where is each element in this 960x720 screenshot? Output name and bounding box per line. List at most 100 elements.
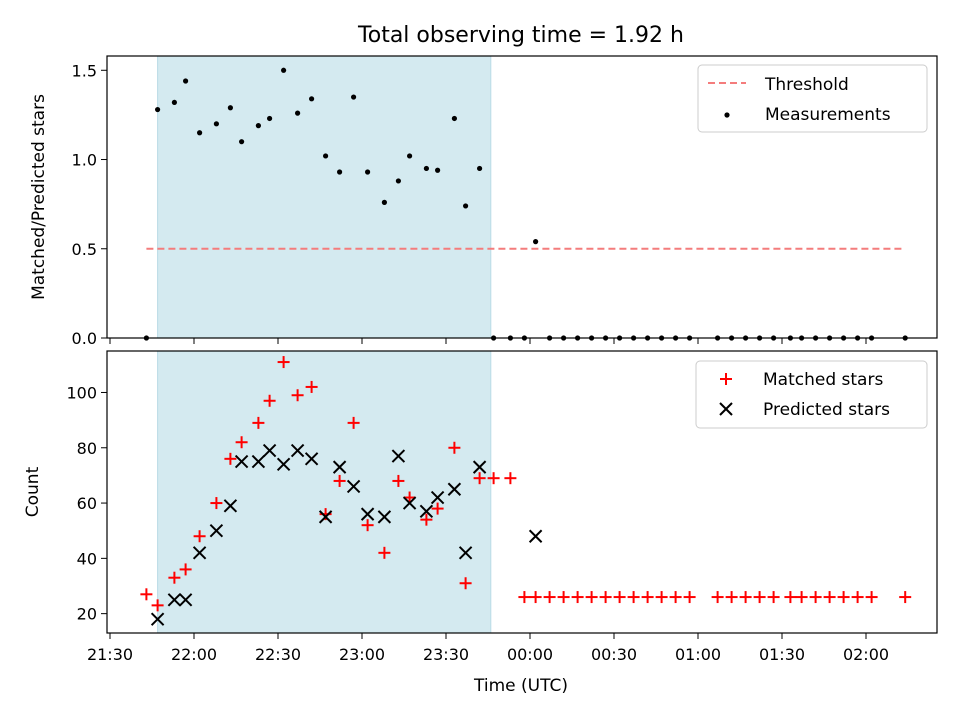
data-point [392, 474, 405, 487]
data-point [209, 523, 224, 538]
measurements-legend-label: Measurements [765, 105, 891, 125]
data-point [323, 153, 329, 159]
data-point [337, 169, 343, 175]
data-point [351, 94, 357, 100]
data-point [305, 380, 318, 393]
data-point [276, 457, 291, 472]
data-point-stroke [251, 454, 266, 469]
data-point [557, 591, 570, 604]
ratio-panel: 0.0 0.5 1.0 1.5 [72, 55, 938, 348]
axes-frame [106, 350, 938, 634]
data-point [753, 591, 766, 604]
data-point [472, 460, 487, 474]
data-point [251, 454, 266, 469]
top-legend: Threshold Measurements [697, 64, 928, 133]
y-tick-label: 1.0 [72, 151, 97, 170]
bottom-y-axis-label: Count [23, 466, 43, 517]
data-point-stroke [178, 593, 193, 607]
data-point [419, 504, 434, 519]
data-point-stroke [209, 523, 224, 538]
y-tick-label: 60 [77, 494, 97, 513]
data-point [655, 591, 668, 604]
data-point [641, 591, 654, 604]
data-point [234, 454, 249, 469]
data-point [683, 591, 696, 604]
data-point [391, 449, 406, 463]
data-point [431, 502, 444, 515]
data-point-stroke [332, 460, 347, 474]
data-point-stroke [472, 460, 487, 474]
x-tick-label: 00:00 [507, 645, 553, 664]
data-point-stroke [458, 546, 473, 560]
data-point [193, 530, 206, 543]
data-point [529, 591, 542, 604]
data-point [447, 482, 462, 496]
data-point-stroke [192, 546, 207, 560]
axes-frame [106, 55, 938, 339]
data-point [395, 178, 401, 184]
data-point [613, 591, 626, 604]
data-point [171, 99, 177, 106]
data-point [420, 513, 433, 526]
x-tick-label: 01:30 [759, 645, 805, 664]
data-point [458, 546, 473, 560]
data-point [255, 123, 261, 129]
x-tick-label: 02:00 [843, 645, 889, 664]
x-tick-label: 23:00 [339, 645, 385, 664]
data-point [767, 591, 780, 604]
data-point [795, 591, 808, 604]
matched-legend-swatch [720, 373, 732, 385]
data-point [168, 571, 181, 584]
data-point [823, 591, 836, 604]
data-point [784, 591, 797, 604]
data-point [571, 591, 584, 604]
shaded-interval [157, 350, 492, 634]
data-point-stroke [447, 482, 462, 496]
data-point [295, 110, 301, 116]
data-point-stroke [430, 490, 445, 505]
data-point [179, 563, 192, 576]
data-point-stroke [360, 507, 375, 521]
data-point [518, 591, 531, 604]
y-tick-label: 20 [77, 605, 97, 624]
data-point [669, 591, 682, 604]
series-matched-stars [140, 356, 912, 612]
bottom-legend: Matched stars Predicted stars [695, 360, 928, 429]
data-point [178, 593, 193, 607]
data-point [227, 105, 233, 111]
y-tick-label: 1.5 [72, 61, 97, 80]
data-point [140, 588, 153, 601]
data-point [473, 472, 486, 485]
data-point-stroke [318, 510, 333, 524]
y-tick-label: 80 [77, 439, 97, 458]
data-point-stroke [167, 593, 182, 607]
data-point [183, 78, 189, 84]
data-point [402, 496, 417, 510]
data-point [210, 497, 223, 510]
data-point [155, 106, 161, 113]
x-tick-label: 01:00 [675, 645, 721, 664]
data-point [309, 96, 315, 102]
data-point [407, 153, 413, 159]
data-point [725, 591, 738, 604]
data-point-stroke [150, 612, 165, 626]
data-point [318, 510, 333, 524]
measurements-legend-swatch [724, 112, 730, 118]
data-point-stroke [290, 443, 305, 458]
data-point [360, 507, 375, 521]
data-point [263, 394, 276, 407]
data-point [192, 546, 207, 560]
data-point [809, 591, 822, 604]
data-point [267, 115, 273, 122]
data-point [277, 356, 290, 369]
predicted-legend-label: Predicted stars [763, 400, 890, 420]
data-point-stroke [377, 510, 392, 524]
data-point [262, 443, 277, 458]
data-point [167, 593, 182, 607]
data-point [361, 519, 374, 532]
matched-legend-label: Matched stars [763, 370, 883, 390]
x-tick-label: 23:30 [423, 645, 469, 664]
x-tick-label: 21:30 [87, 645, 133, 664]
data-point [333, 474, 346, 487]
data-point [543, 591, 556, 604]
